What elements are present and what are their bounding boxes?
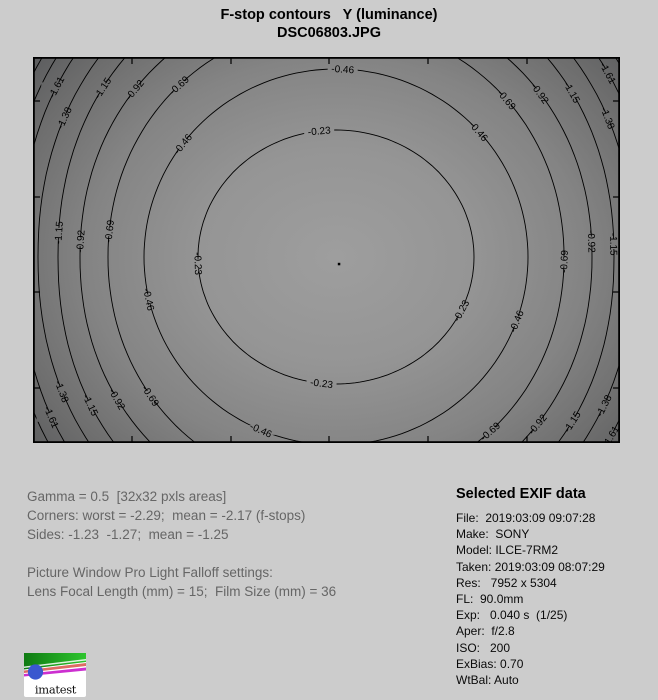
svg-text:-0.69: -0.69 — [559, 249, 571, 273]
exif-header: Selected EXIF data — [456, 486, 586, 502]
chart-title: F-stop contours Y (luminance) — [220, 7, 438, 23]
svg-text:-0.69: -0.69 — [103, 219, 117, 243]
svg-text:-0.46: -0.46 — [140, 287, 155, 312]
svg-text:-0.23: -0.23 — [310, 377, 334, 391]
analysis-line: Corners: worst = -2.29; mean = -2.17 (f-… — [27, 508, 306, 523]
chart-subtitle: DSC06803.JPG — [277, 25, 381, 41]
exif-line: Aper: f/2.8 — [456, 624, 515, 639]
exif-line: Make: SONY — [456, 527, 530, 542]
exif-line: WtBal: Auto — [456, 673, 519, 688]
svg-text:-1.15: -1.15 — [53, 220, 66, 244]
imatest-logo: imatest — [24, 653, 86, 697]
svg-text:-0.23: -0.23 — [307, 125, 331, 138]
exif-line: File: 2019:03:09 09:07:28 — [456, 511, 596, 525]
svg-text:-1.15: -1.15 — [607, 233, 618, 256]
analysis-line: Gamma = 0.5 [32x32 pxls areas] — [27, 489, 227, 504]
exif-line: ISO: 200 — [456, 640, 511, 655]
contour-plot: -0.23-0.23-0.23-0.23-0.46-0.46-0.46-0.46… — [33, 57, 620, 443]
svg-text:-0.23: -0.23 — [191, 252, 203, 276]
exif-line: Model: ILCE-7RM2 — [456, 543, 559, 558]
svg-text:-0.46: -0.46 — [331, 64, 355, 76]
analysis-line: Lens Focal Length (mm) = 15; Film Size (… — [27, 584, 337, 599]
exif-line: ExBias: 0.70 — [456, 656, 524, 671]
analysis-line: Picture Window Pro Light Falloff setting… — [27, 565, 273, 580]
exif-line: Exp: 0.040 s (1/25) — [456, 608, 568, 623]
analysis-text: Gamma = 0.5 [32x32 pxls areas] Corners: … — [27, 487, 336, 601]
exif-line: FL: 90.0mm — [456, 592, 524, 607]
svg-text:-0.92: -0.92 — [75, 229, 88, 253]
svg-text:-0.92: -0.92 — [585, 230, 596, 253]
exif-line: Taken: 2019:03:09 08:07:29 — [456, 559, 605, 574]
exif-panel: Selected EXIF data File: 2019:03:09 09:0… — [456, 486, 605, 688]
svg-text:imatest: imatest — [35, 683, 77, 697]
analysis-line — [27, 544, 336, 563]
exif-line: Res: 7952 x 5304 — [456, 575, 557, 590]
analysis-line: Sides: -1.23 -1.27; mean = -1.25 — [27, 527, 229, 542]
